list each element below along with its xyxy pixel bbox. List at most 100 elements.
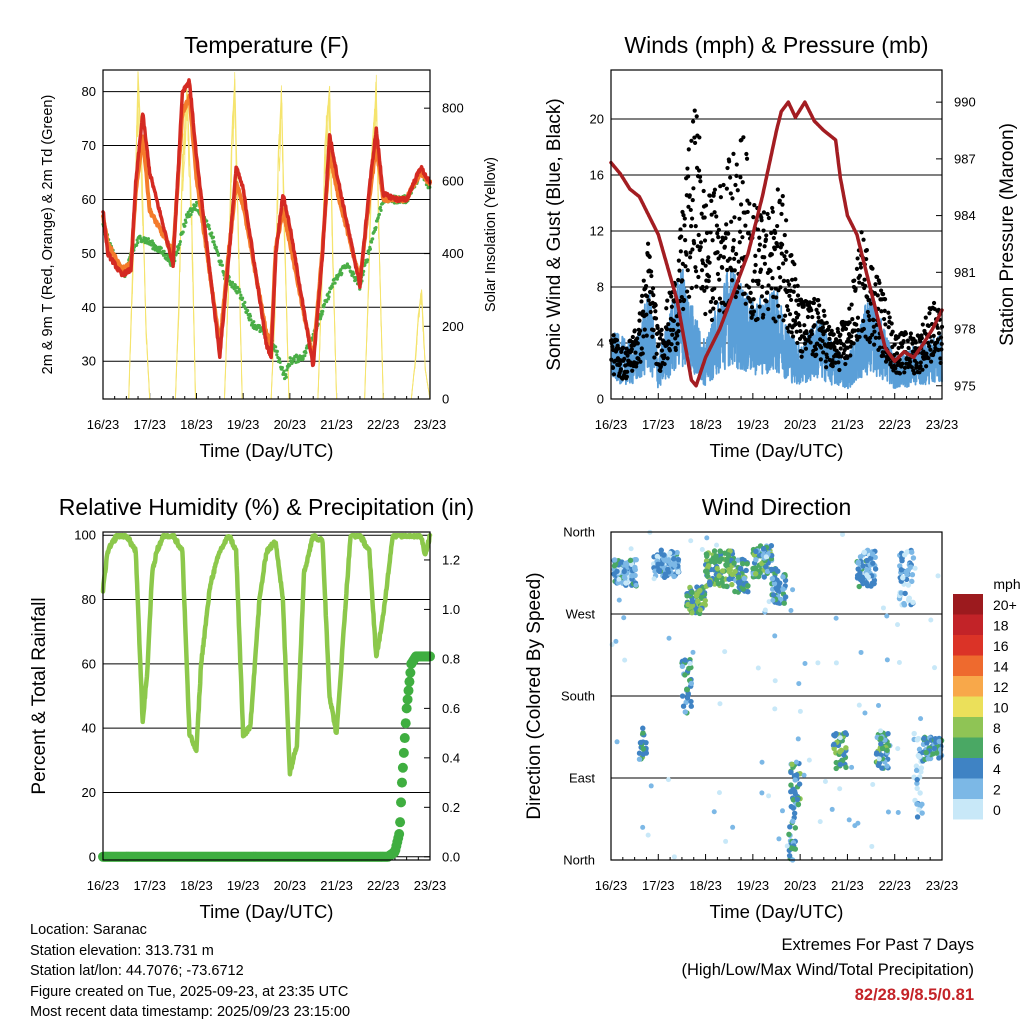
dewpoint-point bbox=[322, 302, 327, 306]
gust-point bbox=[900, 361, 905, 366]
wind-direction-point bbox=[862, 710, 868, 716]
gust-point bbox=[886, 325, 891, 330]
wind-direction-point bbox=[714, 565, 720, 572]
gust-point bbox=[750, 312, 755, 317]
speed-legend-label: 0 bbox=[993, 802, 1001, 818]
wind-direction-point bbox=[854, 572, 861, 579]
wind-direction-point bbox=[795, 801, 802, 807]
gust-point bbox=[736, 259, 741, 264]
gust-point bbox=[675, 322, 680, 327]
gust-point bbox=[643, 283, 649, 289]
gust-point bbox=[726, 231, 731, 236]
gust-point bbox=[795, 283, 800, 289]
wind-direction-point bbox=[864, 583, 871, 589]
dewpoint-point bbox=[277, 357, 282, 361]
wind-direction-point bbox=[861, 549, 867, 555]
wind_direction-chart: Wind Direction Time (Day/UTC) 16/23 17/23 18… bbox=[524, 494, 958, 922]
dewpoint-point bbox=[367, 251, 371, 256]
dewpoint-point bbox=[280, 366, 284, 370]
gust-point bbox=[658, 368, 663, 373]
speed-legend-swatch bbox=[953, 778, 983, 799]
wind-direction-point bbox=[917, 790, 923, 796]
wind-direction-point bbox=[796, 681, 802, 687]
gust-point bbox=[827, 336, 832, 341]
dewpoint-point bbox=[303, 354, 307, 358]
gust-point bbox=[727, 256, 732, 261]
gust-point bbox=[905, 338, 911, 343]
gust-point bbox=[706, 255, 711, 260]
dewpoint-point bbox=[284, 375, 288, 379]
gust-point bbox=[652, 355, 657, 360]
gust-point bbox=[634, 361, 639, 366]
wind-direction-point bbox=[680, 703, 687, 709]
wind-direction-point bbox=[697, 607, 703, 613]
dewpoint-point bbox=[220, 263, 225, 267]
gust-point bbox=[917, 370, 922, 375]
wind-direction-point bbox=[873, 750, 880, 756]
wind_direction-ylabel: Direction (Colored By Speed) bbox=[524, 572, 545, 819]
gust-point bbox=[688, 255, 693, 260]
recent-timestamp: Most recent data timestamp: 2025/09/23 2… bbox=[30, 1004, 351, 1020]
wind-direction-point bbox=[860, 575, 866, 582]
dewpoint-point bbox=[146, 237, 151, 241]
wind-direction-point bbox=[780, 586, 786, 592]
gust-point bbox=[748, 299, 753, 304]
humidity-xtick-label: 17/23 bbox=[133, 878, 166, 893]
wind-direction-point bbox=[905, 582, 912, 588]
gust-point bbox=[829, 328, 834, 333]
gust-point bbox=[734, 162, 739, 167]
wind-direction-point bbox=[802, 661, 808, 667]
gust-point bbox=[709, 198, 714, 203]
wind-direction-point bbox=[704, 553, 710, 559]
humidity-ytick-right-label: 0.8 bbox=[442, 651, 460, 666]
gust-point bbox=[685, 166, 690, 171]
gust-point bbox=[732, 256, 737, 261]
gust-point bbox=[870, 332, 875, 337]
gust-point bbox=[708, 230, 713, 235]
gust-point bbox=[881, 353, 886, 358]
wind-direction-point bbox=[833, 615, 839, 621]
gust-point bbox=[686, 204, 691, 209]
gust-point bbox=[728, 175, 733, 180]
gust-point bbox=[812, 296, 817, 302]
gust-point bbox=[763, 237, 769, 242]
temperature-xtick-label: 16/23 bbox=[87, 417, 120, 432]
gust-point bbox=[888, 360, 893, 365]
wind-direction-point bbox=[729, 581, 735, 588]
gust-point bbox=[683, 264, 688, 269]
dewpoint-point bbox=[333, 281, 337, 285]
dewpoint-point bbox=[376, 215, 380, 220]
wind-direction-ytick-label: West bbox=[566, 607, 596, 622]
gust-point bbox=[675, 341, 680, 346]
gust-point bbox=[784, 249, 789, 254]
wind-direction-point bbox=[715, 580, 722, 587]
wind-direction-point bbox=[769, 576, 776, 582]
dewpoint-point bbox=[288, 356, 292, 360]
wind-direction-point bbox=[914, 814, 921, 820]
gust-point bbox=[813, 346, 818, 352]
gust-point bbox=[769, 252, 774, 257]
wind-direction-point bbox=[789, 761, 795, 768]
gust-point bbox=[715, 271, 721, 277]
gust-point bbox=[816, 315, 821, 320]
wind-direction-point bbox=[739, 561, 746, 567]
dewpoint-point bbox=[348, 265, 352, 269]
humidity-ytick-right-label: 0.4 bbox=[442, 750, 460, 765]
gust-point bbox=[764, 299, 769, 304]
gust-point bbox=[648, 309, 653, 315]
solar-line bbox=[102, 71, 431, 400]
gust-point bbox=[710, 296, 716, 301]
wind-direction-point bbox=[910, 555, 917, 561]
wind-direction-point bbox=[788, 769, 794, 776]
gust-point bbox=[864, 256, 869, 262]
wind-direction-point bbox=[640, 746, 646, 752]
gust-point bbox=[712, 187, 718, 192]
gust-point bbox=[857, 280, 862, 285]
gust-point bbox=[868, 335, 873, 340]
dewpoint-point bbox=[189, 212, 193, 217]
wind-direction-point bbox=[879, 745, 886, 752]
gust-point bbox=[711, 306, 716, 311]
wind-direction-point bbox=[831, 741, 837, 748]
gust-point bbox=[924, 364, 929, 369]
wind-direction-point bbox=[614, 568, 620, 575]
